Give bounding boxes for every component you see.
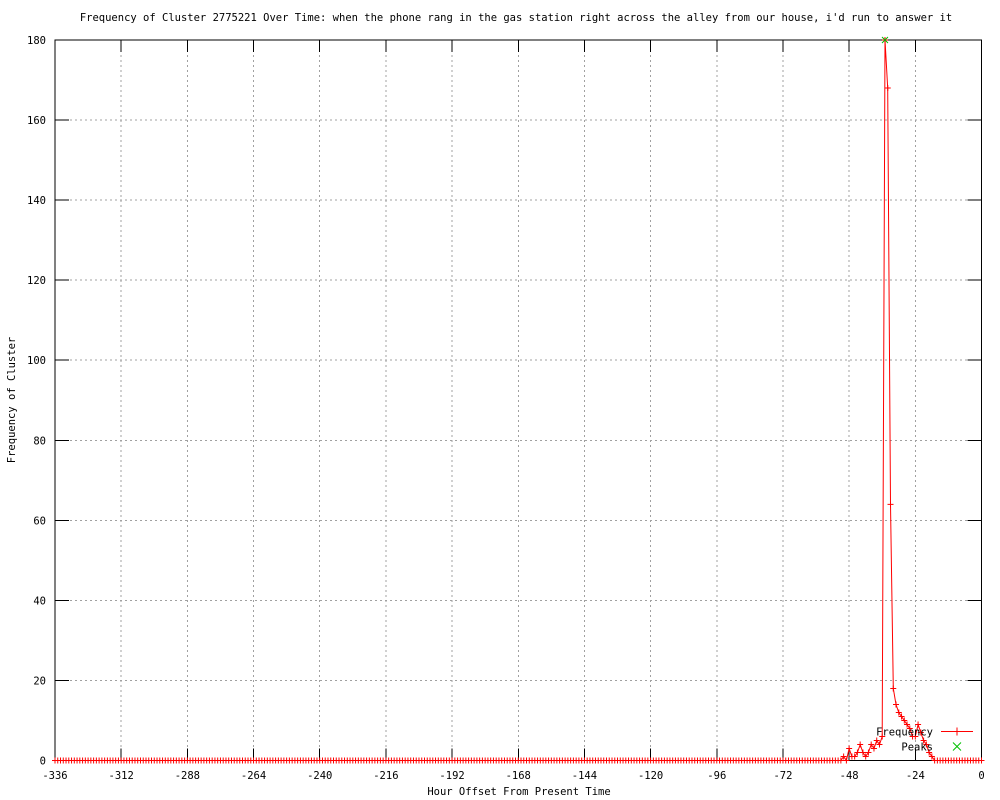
y-tick-label: 180 (27, 35, 46, 47)
legend-samples (941, 727, 973, 751)
y-tick-label: 140 (27, 195, 46, 207)
x-tick-label: -288 (175, 770, 200, 782)
x-tick-label: -96 (707, 770, 726, 782)
y-axis-label: Frequency of Cluster (6, 337, 18, 463)
x-tick-label: -24 (906, 770, 925, 782)
legend-sample-plus-marker (953, 727, 961, 736)
y-tick-label: 160 (27, 115, 46, 127)
x-tick-label: -216 (373, 770, 398, 782)
x-tick-label: -120 (638, 770, 663, 782)
x-axis-label: Hour Offset From Present Time (427, 786, 610, 798)
x-tick-label: -264 (241, 770, 266, 782)
legend-label-peaks: Peaks (901, 742, 933, 754)
y-tick-label: 60 (33, 515, 46, 527)
data-series (52, 36, 985, 764)
x-tick-label: -168 (506, 770, 531, 782)
gridlines (54, 39, 982, 761)
series-frequency-markers (52, 37, 985, 764)
legend-sample-cross-marker (952, 742, 962, 751)
y-tick-label: 0 (40, 756, 46, 768)
x-tick-label: -336 (42, 770, 67, 782)
x-tick-label: -48 (840, 770, 859, 782)
series-peaks-markers (881, 36, 889, 44)
x-tick-label: -72 (773, 770, 792, 782)
x-tick-label: -240 (307, 770, 332, 782)
legend-label-frequency: Frequency (876, 727, 933, 739)
axis-tick-labels: -336 -312 -288 -264 -240 -216 -192 -168 -144 -120… (27, 35, 985, 782)
x-tick-label: 0 (978, 770, 984, 782)
y-tick-label: 120 (27, 275, 46, 287)
y-tick-label: 40 (33, 595, 46, 607)
y-tick-label: 100 (27, 355, 46, 367)
y-tick-label: 80 (33, 435, 46, 447)
y-tick-label: 20 (33, 675, 46, 687)
x-tick-label: -192 (439, 770, 464, 782)
x-tick-label: -312 (109, 770, 134, 782)
x-tick-label: -144 (572, 770, 597, 782)
chart-title: Frequency of Cluster 2775221 Over Time: … (80, 12, 952, 24)
